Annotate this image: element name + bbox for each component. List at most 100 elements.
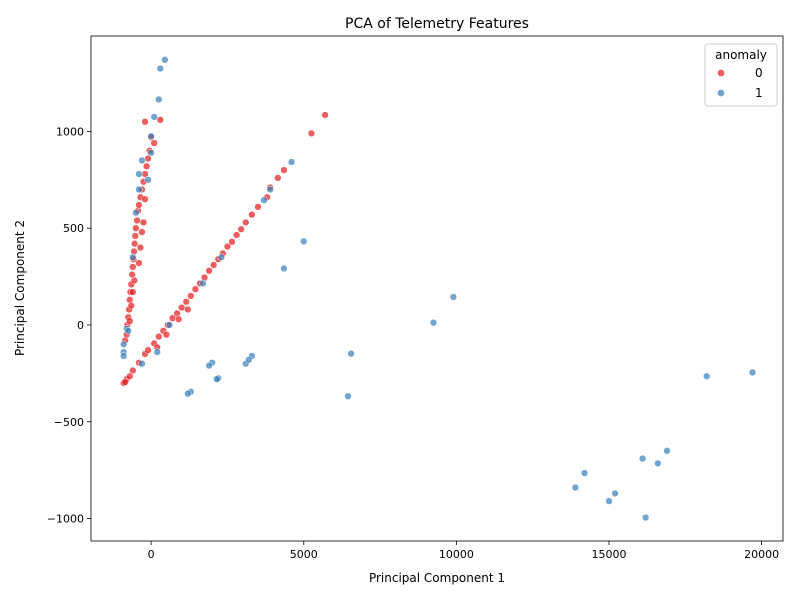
point bbox=[150, 139, 158, 147]
point bbox=[300, 237, 308, 246]
point bbox=[347, 349, 355, 358]
point bbox=[174, 315, 183, 323]
point bbox=[135, 259, 143, 267]
point bbox=[120, 352, 128, 360]
legend-title: anomaly bbox=[715, 48, 767, 62]
point bbox=[228, 238, 236, 246]
point bbox=[641, 513, 650, 522]
point bbox=[155, 332, 163, 341]
points bbox=[120, 56, 757, 522]
point bbox=[155, 95, 163, 104]
point bbox=[138, 156, 146, 165]
point bbox=[129, 366, 137, 375]
point bbox=[133, 216, 141, 225]
point bbox=[132, 224, 140, 232]
chart-title: PCA of Telemetry Features bbox=[345, 16, 529, 32]
point bbox=[129, 253, 137, 261]
point bbox=[141, 118, 149, 126]
point bbox=[132, 209, 140, 217]
point bbox=[127, 301, 135, 310]
point bbox=[232, 231, 241, 239]
point bbox=[611, 489, 619, 498]
point bbox=[129, 263, 137, 271]
point bbox=[178, 303, 186, 312]
point bbox=[136, 243, 145, 252]
point bbox=[274, 174, 282, 182]
point bbox=[147, 149, 155, 157]
point bbox=[321, 111, 329, 119]
y-axis-label: Principal Component 2 bbox=[13, 220, 27, 356]
point bbox=[121, 378, 129, 386]
point bbox=[703, 372, 711, 380]
point bbox=[135, 201, 143, 209]
point bbox=[135, 185, 143, 194]
point bbox=[142, 162, 151, 170]
point bbox=[248, 211, 256, 219]
point bbox=[210, 261, 218, 269]
point bbox=[126, 317, 134, 325]
point bbox=[135, 170, 143, 178]
point bbox=[205, 361, 213, 370]
point bbox=[129, 288, 137, 296]
point bbox=[147, 132, 155, 140]
point bbox=[156, 116, 164, 124]
point bbox=[131, 240, 139, 248]
x-tick-label: 0 bbox=[148, 548, 155, 561]
point bbox=[184, 390, 192, 398]
point bbox=[205, 267, 213, 275]
point bbox=[429, 319, 438, 327]
point bbox=[182, 298, 190, 306]
legend-marker bbox=[717, 89, 725, 97]
plot-frame bbox=[90, 35, 784, 542]
point bbox=[161, 56, 169, 64]
point bbox=[199, 279, 207, 288]
point bbox=[165, 321, 174, 329]
point bbox=[138, 228, 146, 236]
point bbox=[124, 327, 132, 335]
point bbox=[605, 497, 613, 505]
y-tick-label: 0 bbox=[77, 319, 84, 332]
point bbox=[156, 64, 164, 73]
x-tick-label: 10000 bbox=[439, 548, 474, 561]
point bbox=[449, 293, 457, 301]
y-tick-label: −1000 bbox=[47, 513, 84, 526]
x-tick-label: 20000 bbox=[744, 548, 779, 561]
point bbox=[153, 348, 161, 356]
point bbox=[242, 218, 250, 227]
y-tick-label: 1000 bbox=[56, 125, 84, 138]
point bbox=[223, 242, 232, 251]
point bbox=[663, 447, 671, 455]
point bbox=[580, 469, 589, 477]
y-tick-label: 500 bbox=[63, 222, 84, 235]
legend-marker bbox=[717, 69, 725, 77]
point bbox=[131, 232, 139, 240]
y-tick-label: −500 bbox=[54, 416, 84, 429]
point bbox=[245, 356, 253, 364]
point bbox=[187, 292, 195, 300]
point bbox=[138, 360, 146, 368]
point bbox=[144, 176, 152, 184]
x-tick-label: 5000 bbox=[290, 548, 318, 561]
point bbox=[307, 129, 316, 138]
point bbox=[287, 158, 296, 166]
point bbox=[126, 372, 134, 380]
point bbox=[260, 196, 268, 204]
point bbox=[213, 375, 221, 383]
point bbox=[120, 340, 128, 348]
x-tick-label: 15000 bbox=[592, 548, 627, 561]
point bbox=[191, 285, 200, 293]
point bbox=[266, 185, 274, 194]
point bbox=[344, 392, 352, 400]
point bbox=[280, 264, 288, 273]
point bbox=[280, 166, 288, 174]
point bbox=[184, 305, 192, 314]
legend-label: 1 bbox=[755, 86, 763, 100]
legend-label: 0 bbox=[755, 66, 763, 80]
point bbox=[144, 346, 152, 354]
point bbox=[748, 368, 757, 377]
point bbox=[150, 113, 158, 121]
x-axis-label: Principal Component 1 bbox=[369, 571, 505, 585]
point bbox=[141, 195, 149, 203]
point bbox=[654, 459, 662, 468]
